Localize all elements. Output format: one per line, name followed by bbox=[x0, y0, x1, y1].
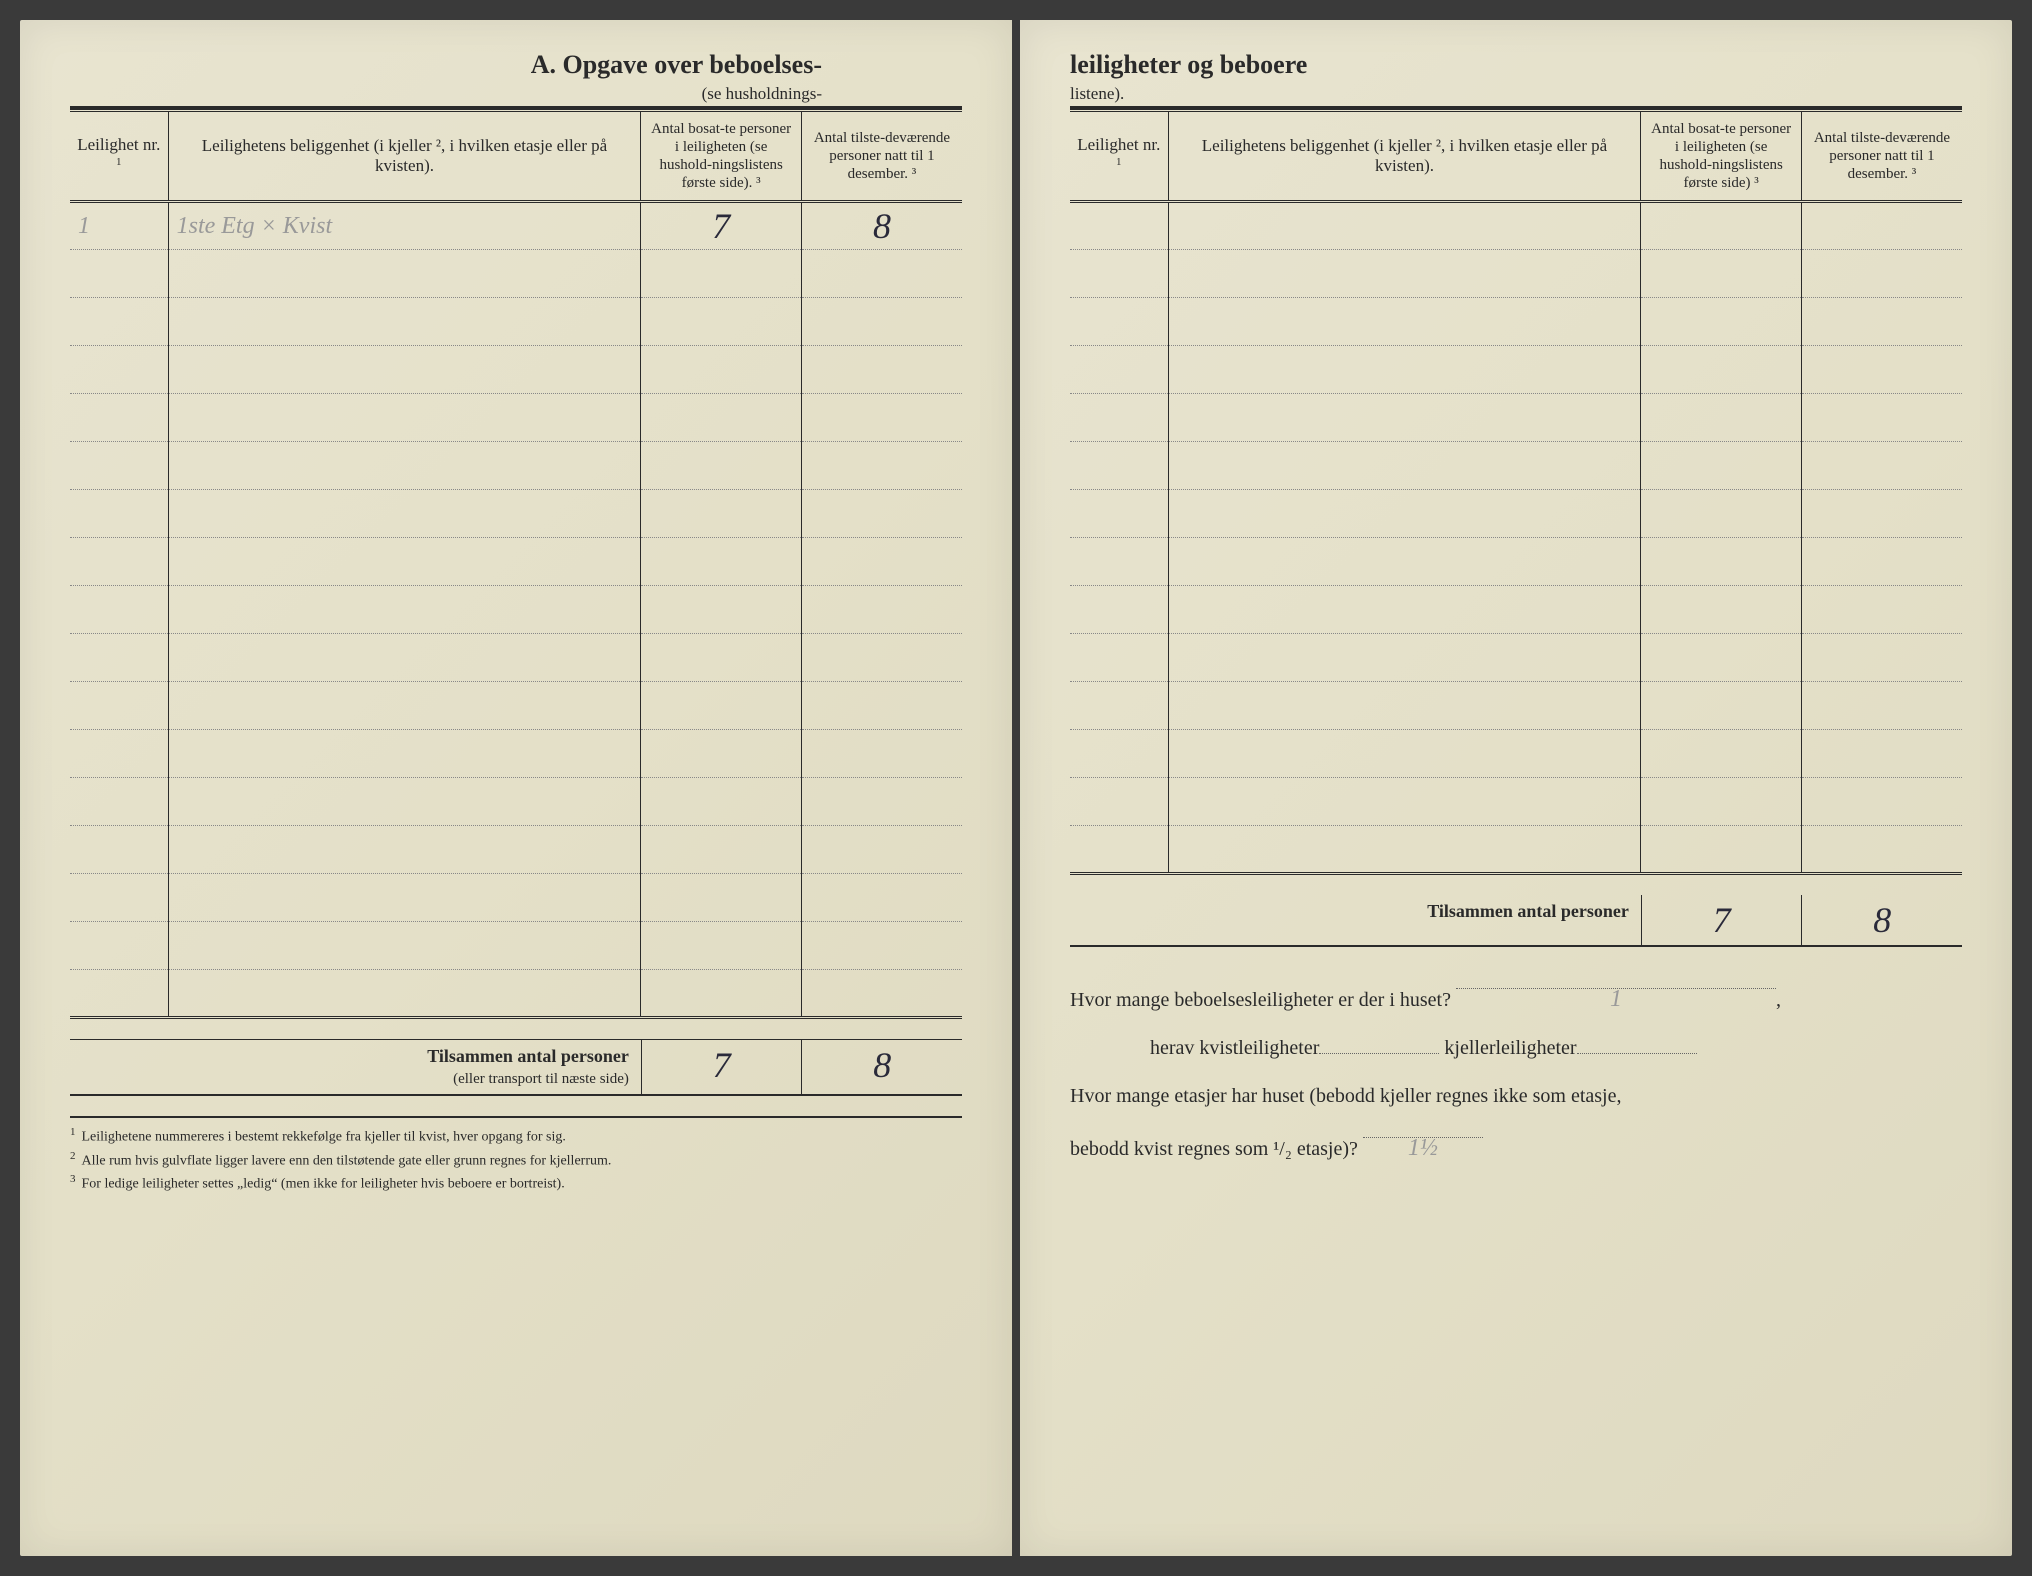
cell-loc: 1ste Etg × Kvist bbox=[177, 213, 333, 239]
table-row bbox=[1070, 202, 1962, 250]
table-row bbox=[70, 682, 962, 730]
hdr-n2: Antal tilste-deværende personer natt til… bbox=[1801, 111, 1962, 202]
table-row bbox=[70, 586, 962, 634]
table-row bbox=[70, 778, 962, 826]
cell-n1: 7 bbox=[649, 205, 793, 247]
table-row bbox=[70, 490, 962, 538]
table-row: 1 1ste Etg × Kvist 7 8 bbox=[70, 202, 962, 250]
table-row bbox=[70, 634, 962, 682]
table-row bbox=[1070, 826, 1962, 874]
title-text: A. Opgave over beboelses- bbox=[531, 50, 822, 79]
hdr-n1: Antal bosat-te personer i leiligheten (s… bbox=[641, 111, 802, 202]
table-row bbox=[70, 730, 962, 778]
right-table: Leilighet nr. 1 Leilighetens beliggenhet… bbox=[1070, 109, 1962, 875]
left-sum: Tilsammen antal personer (eller transpor… bbox=[70, 1039, 962, 1096]
table-row bbox=[70, 442, 962, 490]
hdr-n1: Antal bosat-te personer i leiligheten (s… bbox=[1641, 111, 1802, 202]
right-tbody bbox=[1070, 202, 1962, 874]
hdr-n2: Antal tilste-deværende personer natt til… bbox=[801, 111, 962, 202]
hdr-loc: Leilighetens beliggenhet (i kjeller ², i… bbox=[1168, 111, 1641, 202]
table-row bbox=[70, 298, 962, 346]
footnote: 3For ledige leiligheter settes „ledig“ (… bbox=[70, 1171, 962, 1195]
table-row bbox=[70, 970, 962, 1018]
table-row bbox=[70, 538, 962, 586]
questions: Hvor mange beboelsesleiligheter er der i… bbox=[1070, 971, 1962, 1173]
cell-n2: 8 bbox=[810, 205, 954, 247]
right-page: leiligheter og beboere listene). Leiligh… bbox=[1020, 20, 2012, 1556]
table-row bbox=[1070, 442, 1962, 490]
q1-answer: 1 bbox=[1610, 986, 1622, 1012]
table-row bbox=[1070, 538, 1962, 586]
table-row bbox=[1070, 778, 1962, 826]
question-2: herav kvistleiligheter kjellerleilighete… bbox=[1070, 1024, 1962, 1072]
sum-n1: 7 bbox=[1641, 895, 1802, 945]
table-row bbox=[70, 346, 962, 394]
question-1: Hvor mange beboelsesleiligheter er der i… bbox=[1070, 971, 1962, 1024]
left-title: A. Opgave over beboelses- bbox=[70, 50, 962, 80]
table-row bbox=[70, 394, 962, 442]
table-row bbox=[1070, 634, 1962, 682]
table-row bbox=[1070, 298, 1962, 346]
hdr-nr: Leilighet nr. 1 bbox=[1070, 111, 1168, 202]
table-row bbox=[70, 922, 962, 970]
left-page: A. Opgave over beboelses- (se husholdnin… bbox=[20, 20, 1012, 1556]
document-spread: A. Opgave over beboelses- (se husholdnin… bbox=[20, 20, 2012, 1556]
q3-answer: 1½ bbox=[1408, 1135, 1438, 1161]
question-3b: bebodd kvist regnes som ¹/₂ etasje)? 1½ bbox=[1070, 1120, 1962, 1173]
table-row bbox=[1070, 730, 1962, 778]
left-table: Leilighet nr. 1 Leilighetens beliggenhet… bbox=[70, 109, 962, 1019]
table-row bbox=[70, 250, 962, 298]
table-row bbox=[1070, 394, 1962, 442]
sum-n2: 8 bbox=[801, 1040, 962, 1094]
footnote: 1Leilighetene nummereres i bestemt rekke… bbox=[70, 1124, 962, 1148]
sum-label: Tilsammen antal personer (eller transpor… bbox=[70, 1040, 641, 1094]
right-title: leiligheter og beboere bbox=[1070, 50, 1962, 80]
table-row bbox=[70, 826, 962, 874]
footnote: 2Alle rum hvis gulvflate ligger lavere e… bbox=[70, 1148, 962, 1172]
hdr-nr: Leilighet nr. 1 bbox=[70, 111, 168, 202]
question-3a: Hvor mange etasjer har huset (bebodd kje… bbox=[1070, 1072, 1962, 1120]
footnotes: 1Leilighetene nummereres i bestemt rekke… bbox=[70, 1116, 962, 1195]
left-tbody: 1 1ste Etg × Kvist 7 8 bbox=[70, 202, 962, 1018]
right-sum: Tilsammen antal personer 7 8 bbox=[1070, 895, 1962, 947]
table-row bbox=[1070, 346, 1962, 394]
table-row bbox=[1070, 490, 1962, 538]
right-subtitle: listene). bbox=[1070, 84, 1962, 109]
table-row bbox=[1070, 682, 1962, 730]
table-row bbox=[1070, 586, 1962, 634]
table-row bbox=[1070, 250, 1962, 298]
title-text: leiligheter og beboere bbox=[1070, 50, 1307, 79]
hdr-loc: Leilighetens beliggenhet (i kjeller ², i… bbox=[168, 111, 641, 202]
sum-n2: 8 bbox=[1801, 895, 1962, 945]
sum-n1: 7 bbox=[641, 1040, 802, 1094]
cell-nr: 1 bbox=[78, 213, 90, 239]
table-row bbox=[70, 874, 962, 922]
left-subtitle: (se husholdnings- bbox=[70, 84, 962, 109]
sum-label: Tilsammen antal personer bbox=[1070, 895, 1641, 945]
